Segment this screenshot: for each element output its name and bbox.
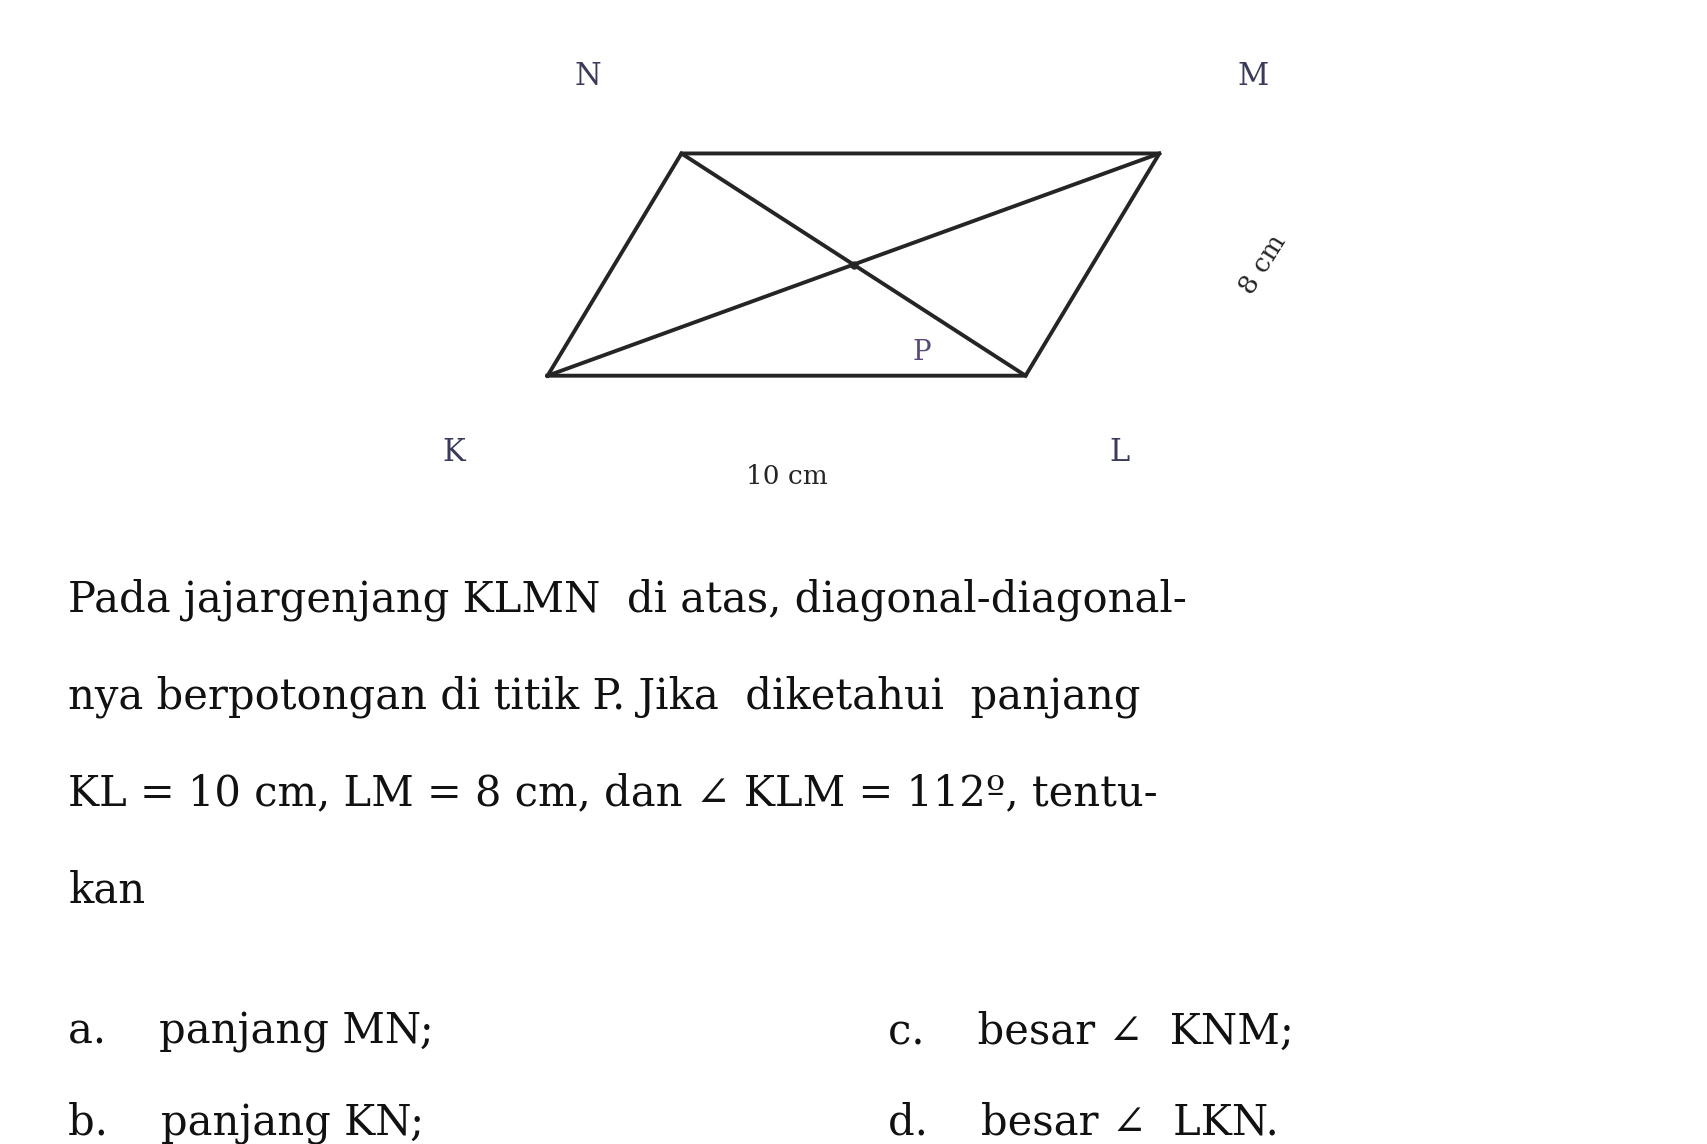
Text: M: M bbox=[1238, 61, 1268, 92]
Text: b.    panjang KN;: b. panjang KN; bbox=[68, 1102, 425, 1144]
Text: KL = 10 cm, LM = 8 cm, dan ∠ KLM = 112º, tentu-: KL = 10 cm, LM = 8 cm, dan ∠ KLM = 112º,… bbox=[68, 772, 1157, 815]
Text: d.    besar ∠  LKN.: d. besar ∠ LKN. bbox=[888, 1102, 1279, 1143]
Text: 8 cm: 8 cm bbox=[1236, 230, 1290, 299]
Text: 10 cm: 10 cm bbox=[746, 463, 828, 488]
Text: a.    panjang MN;: a. panjang MN; bbox=[68, 1011, 434, 1052]
Text: nya berpotongan di titik P. Jika  diketahui  panjang: nya berpotongan di titik P. Jika diketah… bbox=[68, 676, 1140, 718]
Text: kan: kan bbox=[68, 869, 145, 912]
Text: Pada jajargenjang KLMN  di atas, diagonal-diagonal-: Pada jajargenjang KLMN di atas, diagonal… bbox=[68, 579, 1186, 621]
Text: c.    besar ∠  KNM;: c. besar ∠ KNM; bbox=[888, 1011, 1294, 1052]
Text: L: L bbox=[1110, 437, 1130, 468]
Text: N: N bbox=[574, 61, 601, 92]
Text: K: K bbox=[442, 437, 464, 468]
Text: P: P bbox=[913, 340, 930, 366]
